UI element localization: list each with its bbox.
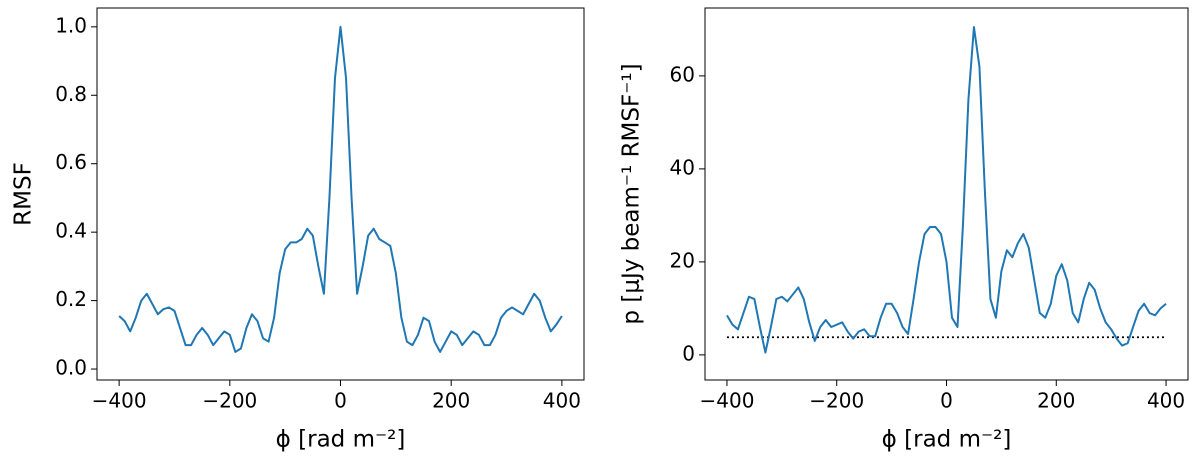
x-tick-label: −400 [699, 389, 754, 413]
y-tick-label: 40 [670, 155, 695, 179]
y-tick-label: 20 [670, 248, 695, 272]
axes-frame [96, 7, 585, 381]
y-axis-label: p [μJy beam⁻¹ RMSF⁻¹] [619, 63, 645, 324]
x-tick-label: 400 [1147, 389, 1185, 413]
y-tick-label: 0.8 [55, 82, 87, 106]
x-tick-label: 400 [543, 389, 581, 413]
line [726, 26, 1167, 354]
y-tick-label: 60 [670, 62, 695, 86]
axes-frame [704, 7, 1189, 381]
y-axis-label: RMSF [11, 162, 37, 226]
y-tick-label: 0.6 [55, 150, 87, 174]
x-axis-label: ϕ [rad m⁻²] [882, 427, 1012, 453]
x-tick-label: 0 [334, 389, 347, 413]
line [118, 25, 563, 353]
x-axis-label: ϕ [rad m⁻²] [276, 427, 406, 453]
y-tick-label: 0.4 [55, 219, 87, 243]
x-tick-label: −200 [809, 389, 864, 413]
x-tick-label: −400 [92, 389, 147, 413]
x-tick-label: 200 [1037, 389, 1075, 413]
x-tick-label: 200 [432, 389, 470, 413]
y-tick-label: 1.0 [55, 13, 87, 37]
x-tick-label: −200 [202, 389, 257, 413]
y-tick-label: 0 [682, 341, 695, 365]
y-tick-label: 0.0 [55, 356, 87, 380]
x-tick-label: 0 [940, 389, 953, 413]
y-tick-label: 0.2 [55, 287, 87, 311]
